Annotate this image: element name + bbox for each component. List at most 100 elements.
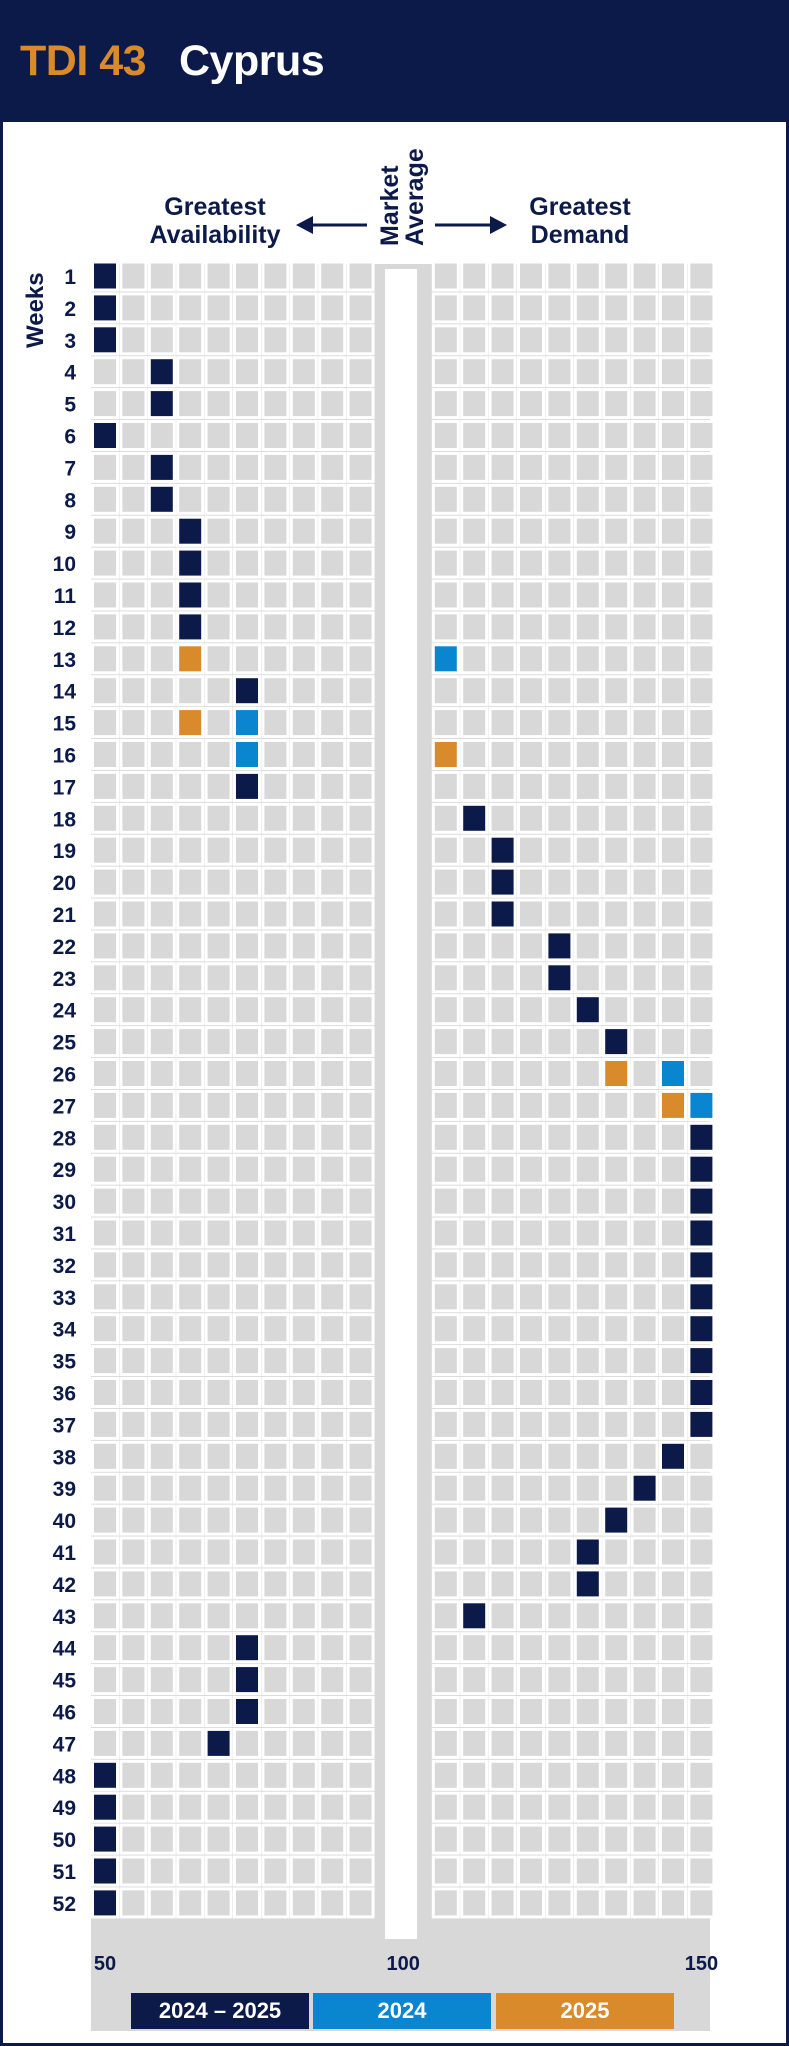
right-arrow-icon: [435, 216, 507, 234]
grid-cell: [204, 707, 233, 739]
grid-cell: [460, 260, 489, 292]
x-tick-label: 100: [387, 1953, 420, 1975]
grid-cell: [233, 1058, 261, 1089]
grid-cell: [545, 739, 574, 770]
week-label: 43: [53, 1606, 76, 1629]
grid-cell: [318, 994, 347, 1026]
grid-cell: [602, 1887, 631, 1919]
grid-cell: [204, 1345, 233, 1377]
grid-cell: [346, 324, 375, 356]
grid-cell: [261, 1568, 290, 1600]
grid-cell: [147, 1026, 176, 1058]
grid-cell: [204, 1121, 233, 1153]
grid-cell: [176, 675, 205, 707]
grid-cell: [460, 1345, 489, 1377]
grid-cell: [460, 1058, 489, 1089]
grid-cell: [289, 1440, 318, 1472]
grid-cell: [659, 483, 687, 515]
grid-cell: [602, 1089, 631, 1121]
grid-cell: [517, 1727, 545, 1759]
header-bar: TDI 43 Cyprus: [3, 3, 786, 122]
grid-cell: [517, 770, 545, 802]
week-label: 49: [53, 1797, 76, 1820]
grid-cell: [289, 898, 318, 930]
grid-cell: [119, 1632, 148, 1664]
grid-cell: [630, 962, 659, 994]
grid-cell: [630, 579, 659, 611]
grid-cell: [147, 420, 176, 451]
week-label: 51: [53, 1861, 77, 1884]
data-mark: [233, 675, 261, 707]
grid-cell: [346, 483, 375, 515]
grid-cell: [346, 1121, 375, 1153]
grid-cell: [517, 1600, 545, 1632]
grid-cell: [545, 898, 574, 930]
grid-cell: [687, 866, 716, 898]
grid-cell: [431, 802, 460, 834]
grid-cell: [176, 451, 205, 483]
grid-cell: [91, 898, 119, 930]
grid-cell: [176, 1440, 205, 1472]
grid-cell: [488, 1600, 517, 1632]
grid-cell: [687, 675, 716, 707]
grid-cell: [573, 802, 602, 834]
grid-cell: [289, 388, 318, 420]
grid-cell: [147, 1727, 176, 1759]
grid-cell: [431, 1345, 460, 1377]
grid-cell: [431, 451, 460, 483]
week-label: 31: [53, 1223, 77, 1246]
grid-cell: [488, 451, 517, 483]
grid-cell: [573, 483, 602, 515]
data-mark: [176, 707, 205, 739]
grid-cell: [346, 1568, 375, 1600]
grid-cell: [545, 707, 574, 739]
grid-cell: [91, 1536, 119, 1568]
grid-cell: [545, 1568, 574, 1600]
data-mark: [91, 1855, 119, 1887]
grid-cell: [289, 770, 318, 802]
grid-cell: [602, 1568, 631, 1600]
grid-cell: [261, 292, 290, 324]
grid-cell: [630, 1153, 659, 1185]
grid-cell: [318, 643, 347, 675]
grid-cell: [602, 675, 631, 707]
grid-cell: [431, 1121, 460, 1153]
grid-cell: [545, 643, 574, 675]
grid-cell: [460, 324, 489, 356]
grid-cell: [431, 1600, 460, 1632]
data-mark: [602, 1026, 631, 1058]
grid-cell: [431, 579, 460, 611]
grid-cell: [687, 1568, 716, 1600]
grid-cell: [233, 611, 261, 643]
grid-cell: [602, 1281, 631, 1313]
grid-cell: [346, 866, 375, 898]
grid-cell: [233, 483, 261, 515]
grid-cell: [176, 1089, 205, 1121]
grid-cell: [289, 1185, 318, 1217]
grid-cell: [176, 1759, 205, 1791]
grid-cell: [318, 1696, 347, 1727]
grid-cell: [346, 1089, 375, 1121]
grid-cell: [318, 1727, 347, 1759]
grid-cell: [488, 324, 517, 356]
grid-cell: [517, 1089, 545, 1121]
grid-cell: [176, 1153, 205, 1185]
grid-cell: [545, 1153, 574, 1185]
week-label: 38: [53, 1446, 77, 1469]
grid-cell: [630, 483, 659, 515]
grid-cell: [659, 1536, 687, 1568]
grid-cell: [147, 1185, 176, 1217]
grid-cell: [659, 1249, 687, 1281]
grid-cell: [261, 1600, 290, 1632]
grid-cell: [659, 292, 687, 324]
grid-cell: [545, 1058, 574, 1089]
grid-cell: [573, 770, 602, 802]
grid-cell: [204, 260, 233, 292]
grid-cell: [545, 1632, 574, 1664]
grid-cell: [147, 1440, 176, 1472]
grid-cell: [545, 1855, 574, 1887]
grid-cell: [659, 420, 687, 451]
data-mark: [687, 1408, 716, 1440]
grid-cell: [119, 1600, 148, 1632]
grid-cell: [659, 547, 687, 579]
